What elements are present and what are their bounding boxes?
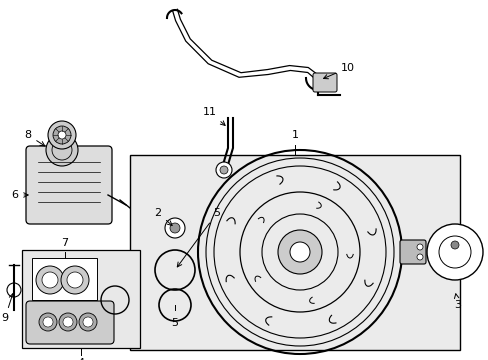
Circle shape: [39, 313, 57, 331]
Text: 11: 11: [203, 107, 224, 125]
Circle shape: [278, 230, 321, 274]
Circle shape: [79, 313, 97, 331]
Circle shape: [58, 131, 66, 139]
Circle shape: [170, 223, 180, 233]
Circle shape: [53, 126, 71, 144]
Circle shape: [216, 162, 231, 178]
Circle shape: [450, 241, 458, 249]
Circle shape: [289, 242, 309, 262]
Circle shape: [426, 224, 482, 280]
Circle shape: [67, 272, 83, 288]
Circle shape: [416, 254, 422, 260]
Circle shape: [43, 317, 53, 327]
Bar: [32, 258, 97, 300]
Circle shape: [48, 121, 76, 149]
Text: 5: 5: [171, 318, 178, 328]
Circle shape: [36, 266, 64, 294]
Circle shape: [63, 317, 73, 327]
Circle shape: [220, 166, 227, 174]
Text: 4: 4: [77, 358, 84, 360]
FancyBboxPatch shape: [26, 146, 112, 224]
Text: 2: 2: [154, 208, 172, 225]
FancyBboxPatch shape: [26, 301, 114, 344]
Circle shape: [59, 313, 77, 331]
Text: 10: 10: [323, 63, 354, 79]
Bar: [130, 155, 459, 350]
Bar: [22, 250, 140, 348]
Text: 6: 6: [12, 190, 28, 200]
Circle shape: [61, 266, 89, 294]
FancyBboxPatch shape: [399, 240, 425, 264]
Text: 1: 1: [291, 130, 298, 140]
Circle shape: [42, 272, 58, 288]
Circle shape: [83, 317, 93, 327]
Text: 9: 9: [1, 294, 14, 323]
Text: 5: 5: [177, 208, 220, 267]
FancyBboxPatch shape: [312, 73, 336, 92]
Circle shape: [416, 244, 422, 250]
Text: 8: 8: [24, 130, 45, 146]
Text: 7: 7: [61, 238, 68, 248]
Circle shape: [164, 218, 184, 238]
Text: 3: 3: [453, 294, 461, 310]
Circle shape: [46, 134, 78, 166]
